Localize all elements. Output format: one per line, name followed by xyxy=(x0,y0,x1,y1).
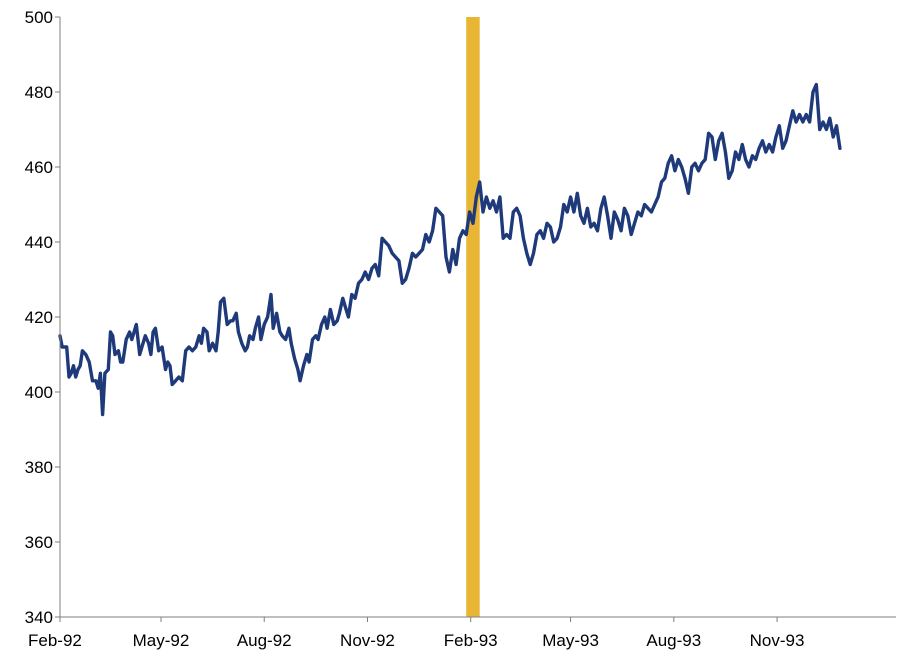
y-tick-label: 500 xyxy=(25,8,53,27)
y-tick-label: 440 xyxy=(25,233,53,252)
x-tick-label: Nov-92 xyxy=(340,631,395,650)
y-tick-label: 400 xyxy=(25,383,53,402)
x-tick-label: Aug-92 xyxy=(237,631,292,650)
y-tick-labels: 340 360 380 400 420 440 460 480 500 xyxy=(25,8,53,627)
x-tick-label: Aug-93 xyxy=(646,631,701,650)
series-line-0 xyxy=(58,82,842,417)
axes xyxy=(55,16,896,622)
y-tick-label: 420 xyxy=(25,308,53,327)
series-layer xyxy=(58,82,842,417)
x-tick-labels: Feb-92 May-92 Aug-92 Nov-92 Feb-93 May-93 Aug-… xyxy=(28,631,804,650)
y-tick-label: 340 xyxy=(25,608,53,627)
y-tick-label: 360 xyxy=(25,533,53,552)
x-tick-label: Nov-93 xyxy=(750,631,805,650)
x-tick-label: Feb-93 xyxy=(444,631,498,650)
highlight-band-layer xyxy=(466,17,480,617)
x-tick-label: May-92 xyxy=(133,631,190,650)
highlight-band xyxy=(466,17,480,617)
y-tick-label: 380 xyxy=(25,458,53,477)
x-tick-label: May-93 xyxy=(542,631,599,650)
x-tick-label: Feb-92 xyxy=(28,631,82,650)
y-tick-label: 460 xyxy=(25,158,53,177)
y-tick-label: 480 xyxy=(25,83,53,102)
